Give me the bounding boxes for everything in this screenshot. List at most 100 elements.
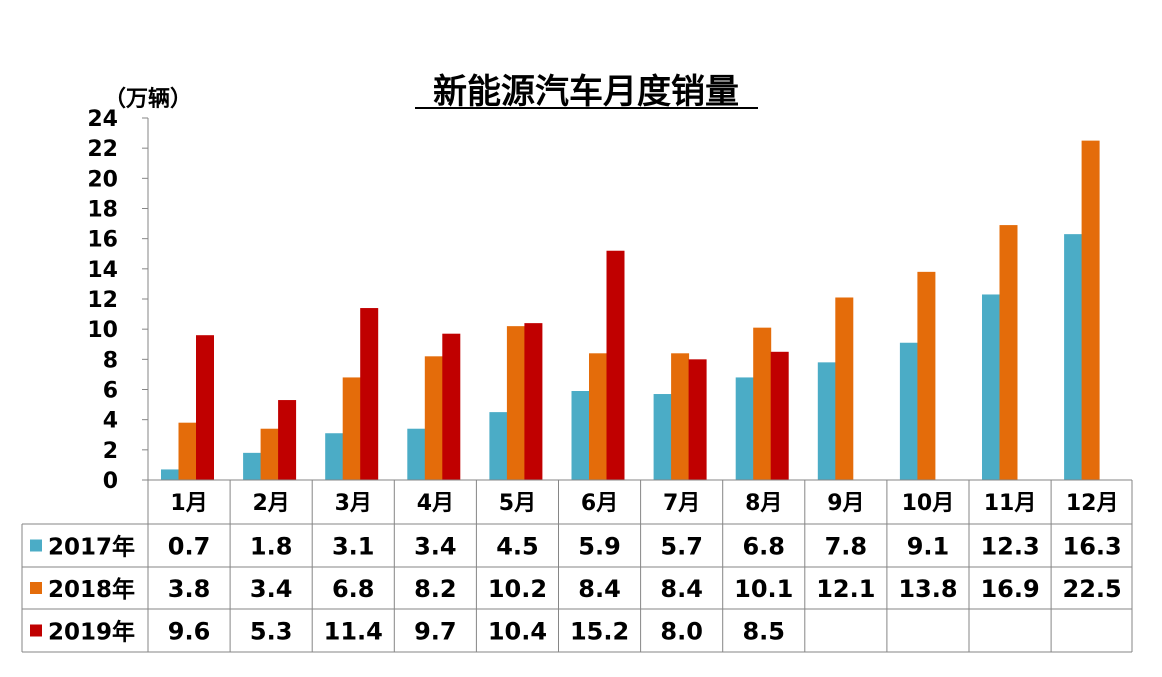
month-label: 9月 <box>827 491 864 516</box>
data-label: 6.8 <box>332 575 375 603</box>
data-label: 0.7 <box>168 533 211 561</box>
chart-title: 新能源汽车月度销量 <box>433 72 739 112</box>
bar-2019年-5月 <box>524 323 543 480</box>
y-tick-label: 20 <box>87 167 118 192</box>
bar-2017年-8月 <box>735 377 754 480</box>
bar-2018年-7月 <box>671 353 690 480</box>
month-label: 1月 <box>170 491 207 516</box>
data-label: 8.4 <box>660 575 703 603</box>
bar-2017年-1月 <box>161 469 179 480</box>
month-label: 10月 <box>902 491 955 516</box>
bar-2018年-4月 <box>424 356 443 480</box>
data-label: 13.8 <box>898 575 957 603</box>
bar-2019年-1月 <box>196 335 214 480</box>
data-label: 10.1 <box>734 575 793 603</box>
data-label: 3.4 <box>414 533 457 561</box>
y-tick-label: 12 <box>87 288 118 313</box>
data-label: 12.1 <box>816 575 875 603</box>
month-label: 2月 <box>252 491 289 516</box>
bar-2019年-3月 <box>360 308 379 480</box>
bar-2018年-11月 <box>999 225 1018 480</box>
y-tick-label: 14 <box>87 258 118 283</box>
series-name: 2019年 <box>48 619 135 646</box>
legend-swatch-2017年 <box>30 539 42 552</box>
bar-2018年-2月 <box>260 428 279 480</box>
bar-2019年-8月 <box>770 351 789 480</box>
bar-2017年-6月 <box>571 391 590 480</box>
data-table: 1月 2月 3月 4月 5月 6月 7月 8月 9月 10月 11月 12月 2017年 0.7 1.8 3.… <box>21 479 1133 653</box>
month-label: 5月 <box>499 491 536 516</box>
data-label: 6.8 <box>742 533 785 561</box>
data-label: 3.8 <box>168 575 211 603</box>
data-label: 9.7 <box>414 618 457 646</box>
y-tick-label: 6 <box>103 379 118 404</box>
y-tick-label: 16 <box>87 228 118 253</box>
bar-2018年-5月 <box>506 326 525 480</box>
bar-2017年-11月 <box>982 294 1000 480</box>
data-label: 12.3 <box>980 533 1039 561</box>
data-label: 16.9 <box>980 575 1039 603</box>
bar-2017年-12月 <box>1064 234 1083 480</box>
data-label: 8.2 <box>414 575 457 603</box>
y-tick-label: 8 <box>103 348 118 373</box>
data-label: 1.8 <box>250 533 293 561</box>
bar-2018年-6月 <box>589 353 607 480</box>
bar-2017年-10月 <box>899 342 918 480</box>
month-label: 8月 <box>745 491 782 516</box>
y-unit-label: （万辆） <box>104 86 192 112</box>
y-tick-label: 10 <box>87 318 118 343</box>
data-label: 10.4 <box>488 618 547 646</box>
y-tick-label: 24 <box>87 107 118 132</box>
data-label: 9.6 <box>168 618 211 646</box>
data-label: 5.7 <box>660 533 703 561</box>
month-label: 7月 <box>663 491 700 516</box>
month-label: 4月 <box>417 491 454 516</box>
bar-2017年-9月 <box>817 362 836 480</box>
series-name: 2017年 <box>48 534 135 561</box>
bar-2019年-4月 <box>442 333 461 480</box>
legend-swatch-2018年 <box>30 582 42 594</box>
y-tick-label: 22 <box>87 137 118 162</box>
bar-2019年-7月 <box>688 359 707 480</box>
bar-2017年-4月 <box>407 428 426 480</box>
data-label: 10.2 <box>488 575 547 603</box>
data-label: 16.3 <box>1063 533 1122 561</box>
data-label: 5.3 <box>250 618 293 646</box>
data-label: 22.5 <box>1063 575 1122 603</box>
y-tick-label: 2 <box>103 439 118 464</box>
y-tick-label: 18 <box>87 198 118 223</box>
bar-2017年-5月 <box>489 412 508 480</box>
month-label: 6月 <box>581 491 618 516</box>
bar-2019年-2月 <box>278 400 297 480</box>
data-label: 8.4 <box>578 575 621 603</box>
month-label: 12月 <box>1066 491 1119 516</box>
bar-2018年-9月 <box>835 297 854 480</box>
data-label: 4.5 <box>496 533 539 561</box>
bar-2018年-3月 <box>342 377 361 480</box>
bar-2018年-8月 <box>753 327 772 480</box>
data-label: 3.1 <box>332 533 375 561</box>
data-label: 9.1 <box>907 533 950 561</box>
data-label: 3.4 <box>250 575 293 603</box>
data-label: 11.4 <box>324 618 383 646</box>
bars <box>161 140 1100 480</box>
bar-2018年-1月 <box>178 422 197 480</box>
data-label: 7.8 <box>825 533 868 561</box>
y-tick-label: 0 <box>103 469 118 494</box>
data-label: 5.9 <box>578 533 621 561</box>
month-label: 3月 <box>335 491 372 516</box>
bar-2019年-6月 <box>606 250 625 480</box>
bar-2018年-10月 <box>917 271 936 480</box>
bar-2017年-3月 <box>325 433 344 480</box>
month-label: 11月 <box>984 491 1037 516</box>
legend-swatch-2019年 <box>30 624 42 637</box>
data-label: 8.0 <box>660 618 703 646</box>
y-tick-label: 4 <box>103 409 118 434</box>
data-label: 8.5 <box>742 618 785 646</box>
bar-2017年-2月 <box>243 452 262 480</box>
bar-2018年-12月 <box>1081 140 1100 480</box>
data-label: 15.2 <box>570 618 629 646</box>
bar-2017年-7月 <box>653 394 672 480</box>
